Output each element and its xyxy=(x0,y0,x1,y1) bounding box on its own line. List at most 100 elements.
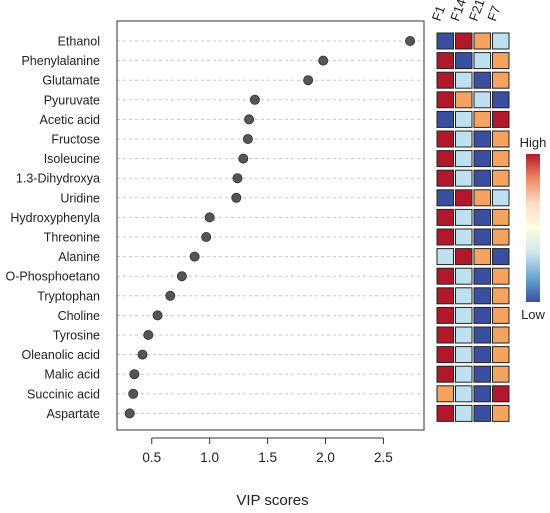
heatmap xyxy=(436,32,510,422)
heat-cell-tyrosine-f14 xyxy=(455,326,473,344)
heat-cell-o-phosphoetano-f1 xyxy=(436,267,454,285)
point-isoleucine xyxy=(238,153,249,164)
point-threonine xyxy=(201,231,212,242)
heat-cell-threonine-f7 xyxy=(492,228,510,246)
x-axis: 0.5 1.0 1.5 2.0 2.5 xyxy=(142,437,393,465)
heat-cell-pyuruvate-f21 xyxy=(473,91,491,109)
heat-cell-acetic-acid-f14 xyxy=(455,110,473,128)
heat-cell-glutamate-f1 xyxy=(436,71,454,89)
category-label-tryptophan: Tryptophan xyxy=(37,289,100,303)
category-label-glutamate: Glutamate xyxy=(42,74,100,88)
point-o-phosphoetano xyxy=(176,271,187,282)
heat-cell-tryptophan-f21 xyxy=(473,287,491,305)
point-fructose xyxy=(242,133,253,144)
heat-cell-oleanolic-acid-f21 xyxy=(473,346,491,364)
category-label-fructose: Fructose xyxy=(51,133,100,147)
heat-cell-acetic-acid-f1 xyxy=(436,110,454,128)
heat-cell-choline-f14 xyxy=(455,306,473,324)
plot-frame xyxy=(116,20,425,431)
heat-cell-phenylalanine-f21 xyxy=(473,52,491,70)
heat-column-label-f7: F7 xyxy=(484,4,503,23)
category-label-acetic-acid: Acetic acid xyxy=(40,113,100,127)
heat-cell-alanine-f7 xyxy=(492,248,510,266)
heat-cell-succinic-acid-f21 xyxy=(473,385,491,403)
heat-cell-tyrosine-f7 xyxy=(492,326,510,344)
heat-cell-tryptophan-f14 xyxy=(455,287,473,305)
heat-cell-alanine-f21 xyxy=(473,248,491,266)
heat-cell-oleanolic-acid-f1 xyxy=(436,346,454,364)
legend-high-label: High xyxy=(520,135,547,150)
point-alanine xyxy=(189,251,200,262)
point-tyrosine xyxy=(143,329,154,340)
category-labels: Ethanol Phenylalanine Glutamate Pyuruvate Ac… xyxy=(5,35,100,421)
heat-cell-threonine-f1 xyxy=(436,228,454,246)
heat-cell-isoleucine-f1 xyxy=(436,150,454,168)
point-uridine xyxy=(231,192,242,203)
heat-cell-acetic-acid-f21 xyxy=(473,110,491,128)
heat-cell-alanine-f14 xyxy=(455,248,473,266)
heat-cell-glutamate-f21 xyxy=(473,71,491,89)
x-tick-label-0: 0.5 xyxy=(142,450,161,465)
heat-cell-hydroxyphenyla-f1 xyxy=(436,208,454,226)
heat-cell-1-3-dihydroxya-f21 xyxy=(473,169,491,187)
point-1-3-dihydroxya xyxy=(232,173,243,184)
heat-cell-uridine-f7 xyxy=(492,189,510,207)
point-phenylalanine xyxy=(318,55,329,66)
heat-cell-tryptophan-f7 xyxy=(492,287,510,305)
category-label-aspartate: Aspartate xyxy=(46,407,100,421)
category-label-phenylalanine: Phenylalanine xyxy=(21,54,100,68)
heat-cell-malic-acid-f7 xyxy=(492,365,510,383)
data-points xyxy=(124,36,416,419)
heat-cell-isoleucine-f21 xyxy=(473,150,491,168)
point-ethanol xyxy=(405,36,416,47)
heat-cell-threonine-f21 xyxy=(473,228,491,246)
x-tick-label-2: 1.5 xyxy=(258,450,277,465)
x-tick-label-1: 1.0 xyxy=(200,450,219,465)
point-succinic-acid xyxy=(128,388,139,399)
heat-cell-fructose-f7 xyxy=(492,130,510,148)
heat-cell-aspartate-f7 xyxy=(492,404,510,422)
category-label-1-3-dihydroxya: 1.3-Dihydroxya xyxy=(16,172,100,186)
legend-color-bar xyxy=(526,154,540,302)
heat-column-label-f14: F14 xyxy=(447,0,469,23)
heat-cell-o-phosphoetano-f7 xyxy=(492,267,510,285)
point-pyuruvate xyxy=(249,94,260,105)
point-glutamate xyxy=(303,75,314,86)
heat-cell-uridine-f21 xyxy=(473,189,491,207)
category-label-uridine: Uridine xyxy=(60,191,100,205)
x-axis-label: VIP scores xyxy=(236,492,308,509)
heat-cell-ethanol-f1 xyxy=(436,32,454,50)
heat-cell-pyuruvate-f1 xyxy=(436,91,454,109)
heat-cell-o-phosphoetano-f21 xyxy=(473,267,491,285)
point-hydroxyphenyla xyxy=(204,212,215,223)
heat-cell-hydroxyphenyla-f7 xyxy=(492,208,510,226)
point-malic-acid xyxy=(129,369,140,380)
heat-cell-fructose-f21 xyxy=(473,130,491,148)
heat-cell-ethanol-f21 xyxy=(473,32,491,50)
heat-cell-tyrosine-f1 xyxy=(436,326,454,344)
category-label-malic-acid: Malic acid xyxy=(44,368,100,382)
heat-cell-alanine-f1 xyxy=(436,248,454,266)
heat-cell-choline-f7 xyxy=(492,306,510,324)
heat-cell-1-3-dihydroxya-f1 xyxy=(436,169,454,187)
heat-cell-hydroxyphenyla-f14 xyxy=(455,208,473,226)
category-label-o-phosphoetano: O-Phosphoetano xyxy=(5,270,100,284)
heat-cell-pyuruvate-f7 xyxy=(492,91,510,109)
heat-cell-uridine-f14 xyxy=(455,189,473,207)
category-label-pyuruvate: Pyuruvate xyxy=(44,93,100,107)
heat-cell-fructose-f14 xyxy=(455,130,473,148)
heat-cell-pyuruvate-f14 xyxy=(455,91,473,109)
heat-cell-phenylalanine-f14 xyxy=(455,52,473,70)
heat-cell-succinic-acid-f1 xyxy=(436,385,454,403)
heat-cell-isoleucine-f7 xyxy=(492,150,510,168)
heat-cell-aspartate-f14 xyxy=(455,404,473,422)
category-label-threonine: Threonine xyxy=(44,231,100,245)
x-tick-label-4: 2.5 xyxy=(374,450,393,465)
heat-cell-tyrosine-f21 xyxy=(473,326,491,344)
heat-column-label-f21: F21 xyxy=(466,0,488,23)
heat-cell-phenylalanine-f7 xyxy=(492,52,510,70)
heat-cell-malic-acid-f1 xyxy=(436,365,454,383)
heat-cell-glutamate-f14 xyxy=(455,71,473,89)
